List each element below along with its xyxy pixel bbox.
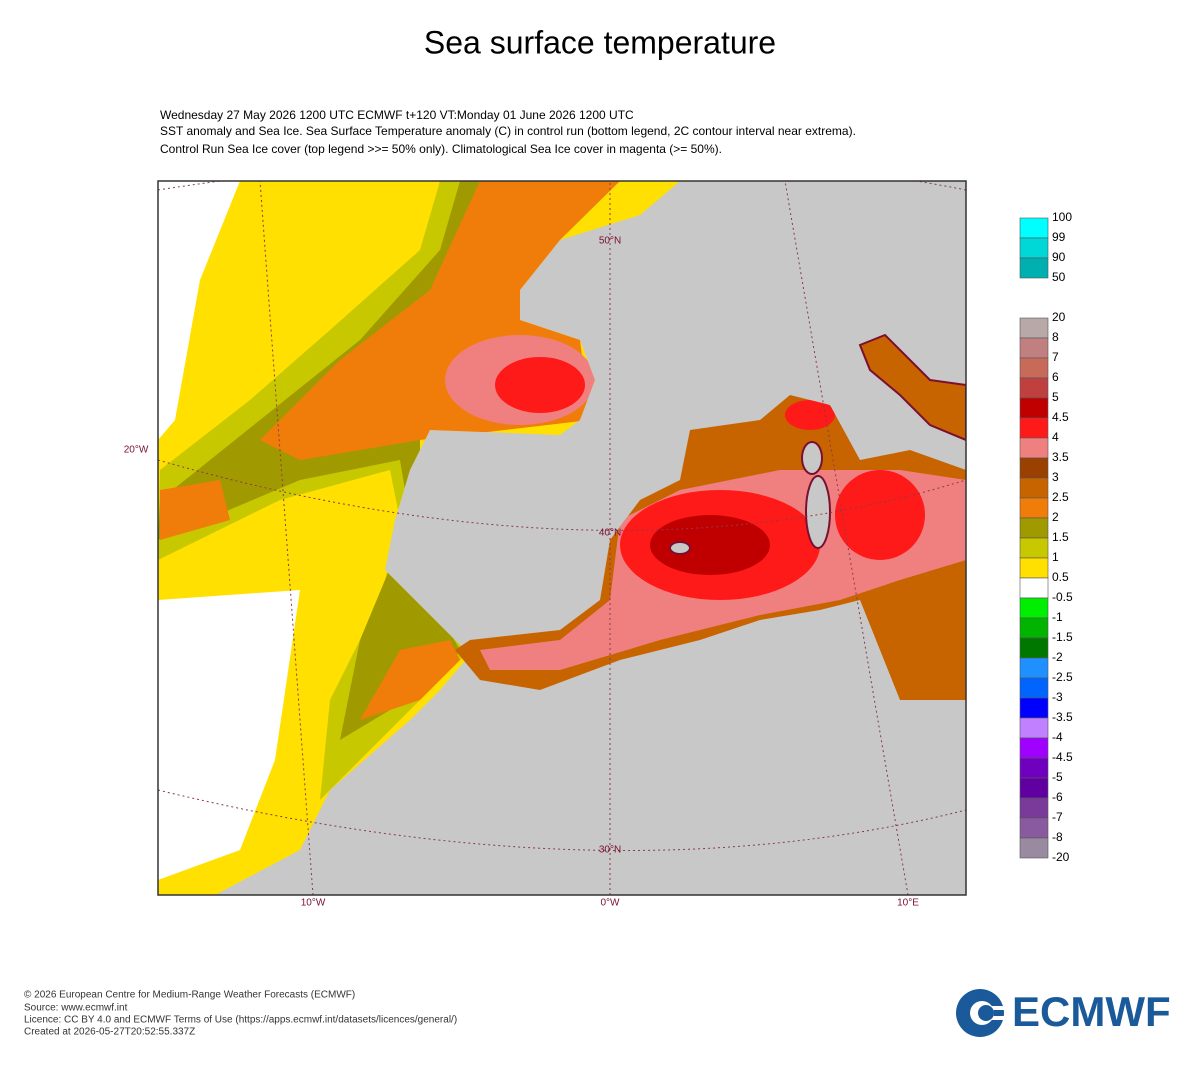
legend-label: -3.5 xyxy=(1052,710,1073,724)
legend-label: -2 xyxy=(1052,650,1063,664)
legend-swatch xyxy=(1019,817,1049,839)
legend-label: -8 xyxy=(1052,830,1063,844)
legend-label: 8 xyxy=(1052,330,1059,344)
legend-swatch xyxy=(1019,317,1049,339)
legend-label: 1.5 xyxy=(1052,530,1069,544)
legend-swatch xyxy=(1019,557,1049,579)
legend-label: -2.5 xyxy=(1052,670,1073,684)
legend-label: 100 xyxy=(1052,210,1072,224)
legend-label: 1 xyxy=(1052,550,1059,564)
lon-label: 0°W xyxy=(601,898,621,909)
lon-label: 10°W xyxy=(301,898,326,909)
legend-swatch xyxy=(1019,517,1049,539)
legend-label: 3 xyxy=(1052,470,1059,484)
legend-swatch xyxy=(1019,837,1049,859)
legend-swatch xyxy=(1019,537,1049,559)
legend-label: -3 xyxy=(1052,690,1063,704)
legend-label: 7 xyxy=(1052,350,1059,364)
legend-swatch xyxy=(1019,417,1049,439)
logo-text: ECMWF xyxy=(1012,988,1171,1035)
legend-label: -1.5 xyxy=(1052,630,1073,644)
legend-swatch xyxy=(1019,337,1049,359)
footer-line: © 2026 European Centre for Medium-Range … xyxy=(24,990,355,1001)
legend-label: 50 xyxy=(1052,270,1066,284)
legend-label: -7 xyxy=(1052,810,1063,824)
footer-line: Created at 2026-05-27T20:52:55.337Z xyxy=(24,1027,195,1038)
footer-line: Licence: CC BY 4.0 and ECMWF Terms of Us… xyxy=(24,1015,457,1026)
map-frame xyxy=(157,180,967,896)
legend-label: 3.5 xyxy=(1052,450,1069,464)
legend-swatch xyxy=(1019,357,1049,379)
legend-label: -4 xyxy=(1052,730,1063,744)
legend-swatch xyxy=(1019,397,1049,419)
legends: 100 99 90 50 20 8 7 6 5 4.5 4 3.5 3 2.5 2 1.5 1 0.5 -0.5 -1… xyxy=(1019,210,1073,864)
legend-label: -1 xyxy=(1052,610,1063,624)
legend-swatch xyxy=(1019,257,1049,279)
legend-swatch xyxy=(1019,617,1049,639)
legend-swatch xyxy=(1019,577,1049,599)
lat-label: 50°N xyxy=(599,236,621,247)
legend-swatch xyxy=(1019,737,1049,759)
legend-label: 99 xyxy=(1052,230,1066,244)
legend-label: 4 xyxy=(1052,430,1059,444)
legend-label: 6 xyxy=(1052,370,1059,384)
legend-label: -4.5 xyxy=(1052,750,1073,764)
title: Sea surface temperature xyxy=(424,24,776,60)
legend-label: 5 xyxy=(1052,390,1059,404)
legend-swatch xyxy=(1019,657,1049,679)
lon-label: 20°W xyxy=(124,445,149,456)
legend-label: -6 xyxy=(1052,790,1063,804)
legend-label: 2.5 xyxy=(1052,490,1069,504)
legend-swatch xyxy=(1019,677,1049,699)
legend-label: 20 xyxy=(1052,310,1066,324)
lon-label: 10°E xyxy=(897,898,919,909)
legend-swatch xyxy=(1019,237,1049,259)
legend-swatch xyxy=(1019,437,1049,459)
legend-label: -0.5 xyxy=(1052,590,1073,604)
logo: ECMWF xyxy=(956,988,1171,1037)
legend-swatch xyxy=(1019,697,1049,719)
legend-label: -5 xyxy=(1052,770,1063,784)
map xyxy=(158,181,966,895)
legend-swatch xyxy=(1019,217,1049,239)
legend-swatch xyxy=(1019,637,1049,659)
legend-swatch xyxy=(1019,377,1049,399)
graticule-labels: 50°N 40°N 30°N 10°W 0°W 10°E 20°W xyxy=(124,236,920,909)
legend-swatch xyxy=(1019,597,1049,619)
legend-label: -20 xyxy=(1052,850,1070,864)
footer-line: Source: www.ecmwf.int xyxy=(24,1003,128,1014)
legend-label: 90 xyxy=(1052,250,1066,264)
legend-label: 0.5 xyxy=(1052,570,1069,584)
subtitle: SST anomaly and Sea Ice. Sea Surface Tem… xyxy=(160,124,856,138)
legend-swatch xyxy=(1019,477,1049,499)
subtitle: Wednesday 27 May 2026 1200 UTC ECMWF t+1… xyxy=(160,108,634,122)
lat-label: 40°N xyxy=(599,528,621,539)
legend-label: 2 xyxy=(1052,510,1059,524)
footer: © 2026 European Centre for Medium-Range … xyxy=(24,990,457,1038)
legend-label: 4.5 xyxy=(1052,410,1069,424)
legend-swatch xyxy=(1019,777,1049,799)
legend-swatch xyxy=(1019,497,1049,519)
subtitle: Control Run Sea Ice cover (top legend >>… xyxy=(160,142,722,156)
legend-swatch xyxy=(1019,457,1049,479)
legend-swatch xyxy=(1019,797,1049,819)
legend-swatch xyxy=(1019,757,1049,779)
legend-swatch xyxy=(1019,717,1049,739)
lat-label: 30°N xyxy=(599,845,621,856)
